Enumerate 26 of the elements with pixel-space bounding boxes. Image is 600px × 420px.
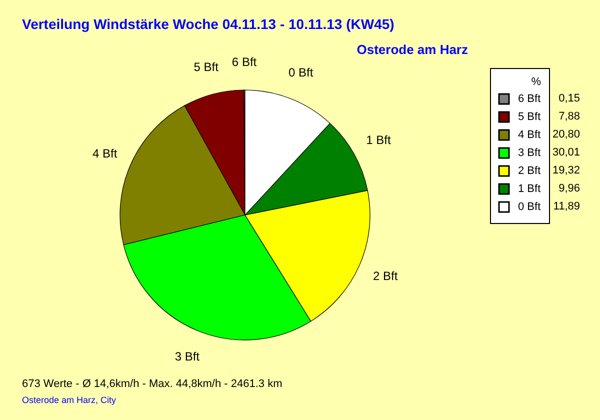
slice-label: 5 Bft (194, 60, 220, 74)
slice-label: 2 Bft (373, 268, 398, 283)
legend-label: 4 Bft (518, 129, 541, 141)
data-label: 20,80 (552, 128, 580, 140)
slice-label: 4 Bft (92, 146, 118, 161)
slice-label: 6 Bft (232, 55, 258, 69)
data-label: 0,15 (558, 92, 580, 104)
text: 673 Werte - Ø 14,6km/h - Max. 44,8km/h - 2461.3 km (22, 378, 282, 390)
legend-label: 3 Bft (518, 147, 541, 159)
chart-subtitle: Osterode am Harz (356, 42, 468, 57)
slice-label: 1 Bft (366, 133, 392, 148)
text: Osterode am Harz, City (22, 395, 117, 405)
legend-label: 0 Bft (518, 201, 541, 213)
data-label: 19,32 (552, 164, 580, 176)
legend-title: % (531, 76, 542, 88)
data-label: 11,89 (553, 200, 580, 212)
data-label: 7,88 (558, 110, 580, 122)
chart-title: Verteilung Windstärke Woche 04.11.13 - 10.11.13 (KW45) (22, 16, 394, 32)
legend-label: 6 Bft (518, 93, 541, 105)
data-label: 30,01 (552, 146, 580, 158)
slice-label: 3 Bft (174, 350, 200, 364)
legend-label: 5 Bft (518, 111, 541, 123)
legend-label: 1 Bft (518, 183, 541, 195)
slice-label: 0 Bft (288, 66, 314, 80)
legend-label: 2 Bft (518, 165, 541, 177)
data-label: 9,96 (558, 182, 580, 194)
